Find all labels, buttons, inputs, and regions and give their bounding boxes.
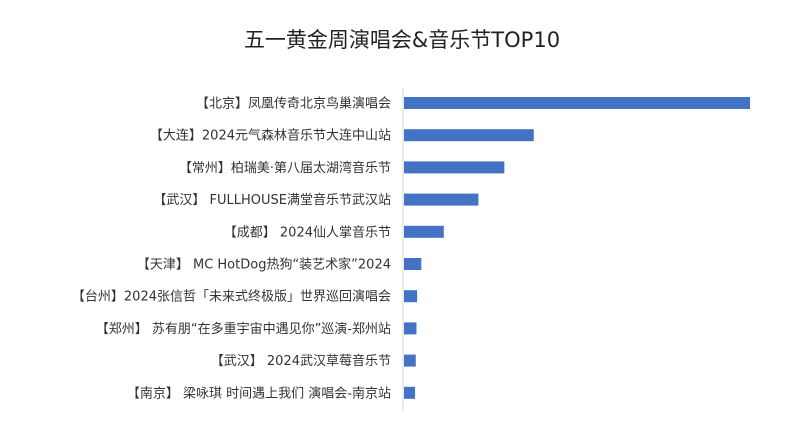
- chart-title: 五一黄金周演唱会&音乐节TOP10: [243, 28, 561, 52]
- category-label: 【成都】 2024仙人掌音乐节: [224, 224, 391, 240]
- category-label: 【常州】柏瑞美·第八届太湖湾音乐节: [179, 160, 391, 176]
- bar: [404, 290, 418, 303]
- category-label: 【北京】凤凰传奇北京鸟巢演唱会: [196, 96, 391, 112]
- bar: [404, 354, 416, 367]
- category-label: 【武汉】 2024武汉草莓音乐节: [211, 353, 391, 369]
- bar: [404, 322, 417, 335]
- bar: [404, 258, 422, 270]
- bar: [404, 161, 505, 174]
- bar: [404, 129, 534, 142]
- category-label: 【大连】2024元气森林音乐节大连中山站: [150, 128, 391, 144]
- category-label: 【武汉】 FULLHOUSE满堂音乐节武汉站: [153, 192, 391, 208]
- bar: [404, 193, 479, 206]
- bar: [404, 97, 750, 109]
- category-label: 【天津】 MC HotDog热狗“装艺术家”2024: [137, 257, 391, 273]
- category-label: 【南京】 梁咏琪 时间遇上我们 演唱会-南京站: [127, 385, 391, 401]
- bar: [404, 225, 444, 238]
- bar: [404, 386, 416, 399]
- category-label: 【台州】2024张信哲「未来式终极版」世界巡回演唱会: [72, 289, 391, 305]
- category-label: 【郑州】 苏有朋“在多重宇宙中遇见你”巡演-郑州站: [96, 321, 391, 337]
